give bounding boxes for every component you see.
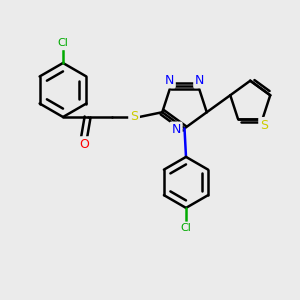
Text: S: S — [130, 110, 138, 123]
Text: Cl: Cl — [58, 38, 68, 49]
Text: N: N — [171, 123, 181, 136]
Text: N: N — [165, 74, 174, 87]
Text: S: S — [260, 119, 268, 132]
Text: O: O — [79, 138, 89, 151]
Text: N: N — [195, 74, 204, 87]
Text: Cl: Cl — [181, 223, 191, 233]
